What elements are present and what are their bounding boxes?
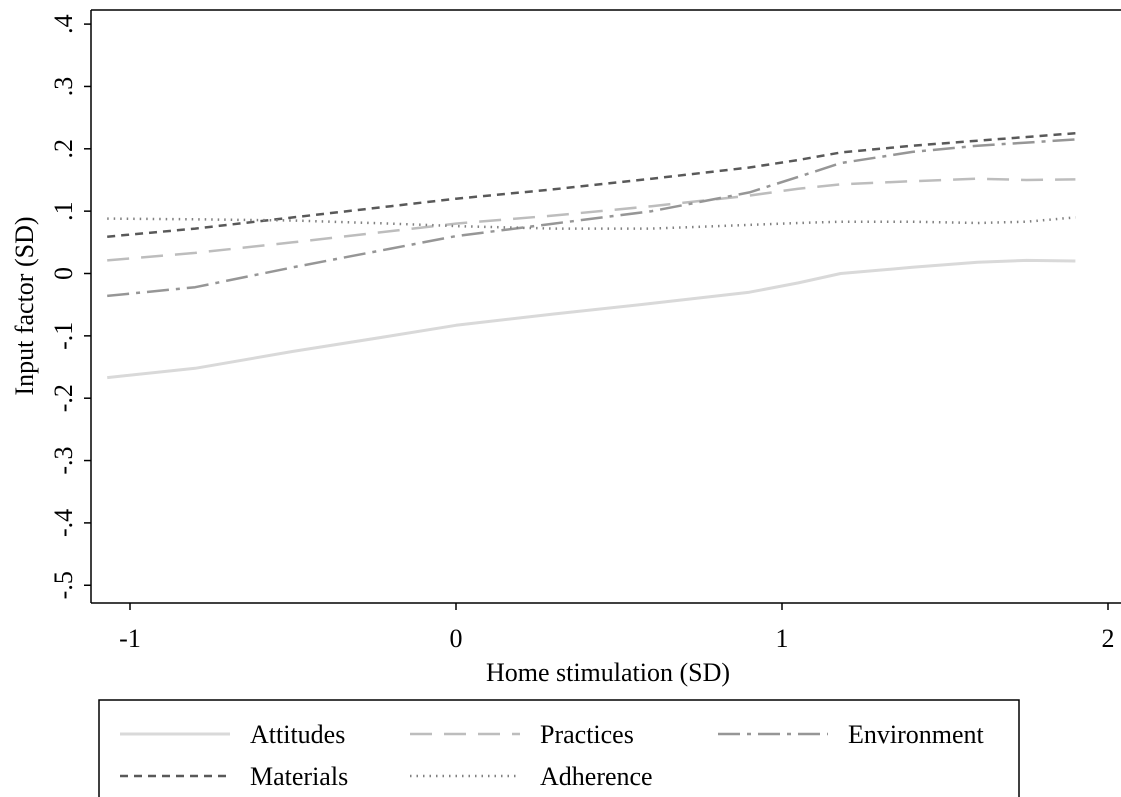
series-line-environment: [107, 138, 1076, 298]
y-tick-label: -.4: [49, 509, 78, 537]
legend-label-environment: Environment: [848, 720, 985, 749]
plot-area: [90, 9, 1121, 604]
series-line-adherence: [107, 216, 1076, 230]
y-axis-ticks: -.5 -.4 -.3 -.2 -.1 0 .1 .2 .3 .4: [49, 14, 91, 599]
x-axis-label: Home stimulation (SD): [486, 658, 730, 687]
legend-label-practices: Practices: [540, 720, 634, 749]
x-tick-label: 0: [450, 624, 463, 653]
y-tick-label: -.2: [49, 384, 78, 412]
y-tick-label: .2: [49, 139, 78, 159]
plot-background: [91, 10, 1121, 603]
legend-items: Attitudes Practices Environment Materials Ad…: [120, 720, 985, 791]
y-tick-label: .4: [49, 14, 78, 33]
legend-label-materials: Materials: [250, 762, 348, 791]
y-tick-label: -.1: [49, 322, 78, 350]
y-axis-label: Input factor (SD): [10, 216, 39, 395]
x-axis-ticks: -1 0 1 2: [119, 603, 1115, 653]
legend-label-adherence: Adherence: [540, 762, 653, 791]
legend-box: [98, 699, 1020, 797]
legend: Attitudes Practices Environment Materials Ad…: [98, 699, 1020, 797]
y-tick-label: .3: [49, 77, 78, 97]
series-line-attitudes: [107, 258, 1076, 380]
y-tick-label: -.3: [49, 446, 78, 474]
series-layer: [107, 131, 1076, 380]
x-tick-label: 1: [776, 624, 789, 653]
x-tick-label: 2: [1102, 624, 1115, 653]
legend-label-attitudes: Attitudes: [250, 720, 345, 749]
y-tick-label: 0: [49, 267, 78, 280]
y-tick-label: -.5: [49, 571, 78, 599]
x-tick-label: -1: [119, 624, 141, 653]
y-tick-label: .1: [49, 201, 78, 221]
series-line-materials: [107, 131, 1076, 238]
